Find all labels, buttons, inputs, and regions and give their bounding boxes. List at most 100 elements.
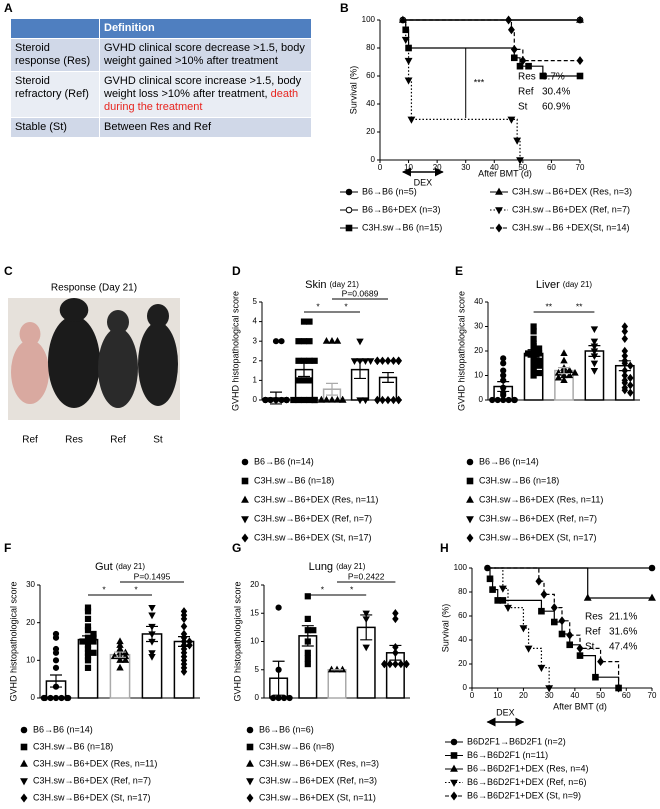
comparison-label: *: [316, 301, 320, 311]
marker: [65, 694, 72, 702]
survival-line: [487, 567, 620, 688]
marker: [148, 650, 156, 657]
marker: [300, 318, 308, 325]
legend-label: B6→B6 (n=14): [33, 724, 93, 734]
legend-label: B6→B6 (n=14): [254, 456, 314, 466]
y-tick-label: 60: [458, 611, 467, 620]
marker: [540, 589, 548, 599]
y-tick-label: 60: [366, 71, 375, 80]
marker: [374, 395, 381, 405]
y-tick-label: 20: [250, 580, 259, 589]
x-tick-label: 50: [518, 163, 527, 172]
marker: [395, 356, 402, 366]
legend-label: B6→B6 (n=5): [362, 186, 417, 196]
legend-label: C3H.sw→B6+DEX (Ref, n=3): [259, 775, 377, 785]
marker: [52, 657, 60, 664]
error-bar: [178, 636, 190, 647]
error-bar: [301, 625, 314, 647]
comparison-label: *: [321, 584, 325, 594]
x-tick-label: 60: [547, 163, 556, 172]
marker: [576, 56, 584, 66]
marker: [489, 586, 496, 593]
y-tick-label: 10: [26, 655, 35, 664]
treatment-label: DEX: [414, 177, 433, 187]
marker: [576, 652, 584, 659]
marker: [241, 495, 249, 503]
marker: [539, 72, 547, 80]
marker: [290, 396, 297, 404]
marker: [466, 516, 474, 524]
y-tick-label: 5: [255, 665, 260, 674]
marker: [52, 649, 60, 656]
y-tick-label: 20: [474, 346, 483, 355]
x-tick-label: 10: [493, 691, 502, 700]
marker: [52, 694, 60, 702]
error-bar: [588, 345, 601, 357]
marker: [121, 656, 130, 663]
marker: [306, 338, 313, 345]
marker: [560, 376, 568, 383]
survival-line: [487, 567, 652, 599]
legend-label: C3H.sw→B6+DEX (Ref, n=7): [479, 513, 597, 523]
marker: [84, 664, 92, 671]
marker: [495, 207, 503, 215]
marker: [328, 395, 336, 403]
y-tick-label: 40: [458, 635, 467, 644]
y-axis-label: Survival (%): [440, 604, 450, 653]
marker: [397, 659, 405, 669]
marker: [592, 673, 599, 681]
comparison-label: *: [350, 584, 354, 594]
marker: [246, 726, 254, 734]
marker: [504, 604, 512, 612]
panel-letter: D: [232, 264, 241, 278]
stat-name: Res: [585, 612, 603, 623]
title-note: (day 21): [116, 562, 146, 571]
marker: [494, 396, 501, 404]
y-tick-label: 0: [479, 395, 484, 404]
legend-label: C3H.sw→B6+DEX (St, n=17): [479, 532, 597, 542]
photo-label: St: [153, 435, 163, 446]
panel-letter: H: [440, 541, 449, 555]
marker: [404, 77, 413, 85]
legend-label: C3H.sw→B6+DEX (Res, n=3): [259, 758, 379, 768]
marker: [590, 360, 599, 368]
marker: [286, 694, 293, 702]
marker: [148, 612, 156, 620]
chart-title: Skin (day 21): [305, 279, 359, 291]
term-cell: Stable (St): [10, 117, 100, 138]
marker: [495, 187, 503, 195]
title-main: Lung: [309, 561, 333, 573]
marker: [537, 664, 546, 672]
stat-value: 8.7%: [542, 72, 565, 83]
chart-title: Lung (day 21): [309, 561, 366, 573]
y-axis-label: GVHD histopathological score: [8, 581, 18, 701]
marker: [317, 395, 326, 403]
legend-label: C3H.sw→B6+DEX (Ref, n=7): [254, 513, 372, 523]
marker: [392, 614, 399, 624]
marker: [466, 495, 474, 503]
marker: [536, 362, 543, 369]
y-tick-label: 0: [255, 693, 260, 702]
marker: [300, 396, 308, 404]
marker: [246, 793, 254, 803]
chart-title: Liver (day 21): [536, 279, 593, 291]
error-bar: [270, 391, 282, 405]
marker: [450, 738, 458, 746]
marker: [300, 377, 308, 384]
marker: [560, 356, 568, 364]
error-bar: [298, 362, 310, 378]
marker: [525, 62, 532, 70]
marker: [486, 575, 494, 583]
marker: [511, 396, 518, 404]
y-tick-label: 10: [474, 371, 483, 380]
y-axis-label: Survival (%): [348, 66, 358, 115]
marker: [576, 15, 584, 23]
marker: [525, 350, 532, 357]
mouse-body: [11, 340, 49, 404]
marker: [516, 62, 524, 70]
term-cell: Steroid response (Res): [10, 38, 100, 72]
marker: [180, 622, 188, 631]
marker: [20, 759, 28, 767]
marker: [322, 395, 331, 403]
marker: [275, 694, 282, 702]
